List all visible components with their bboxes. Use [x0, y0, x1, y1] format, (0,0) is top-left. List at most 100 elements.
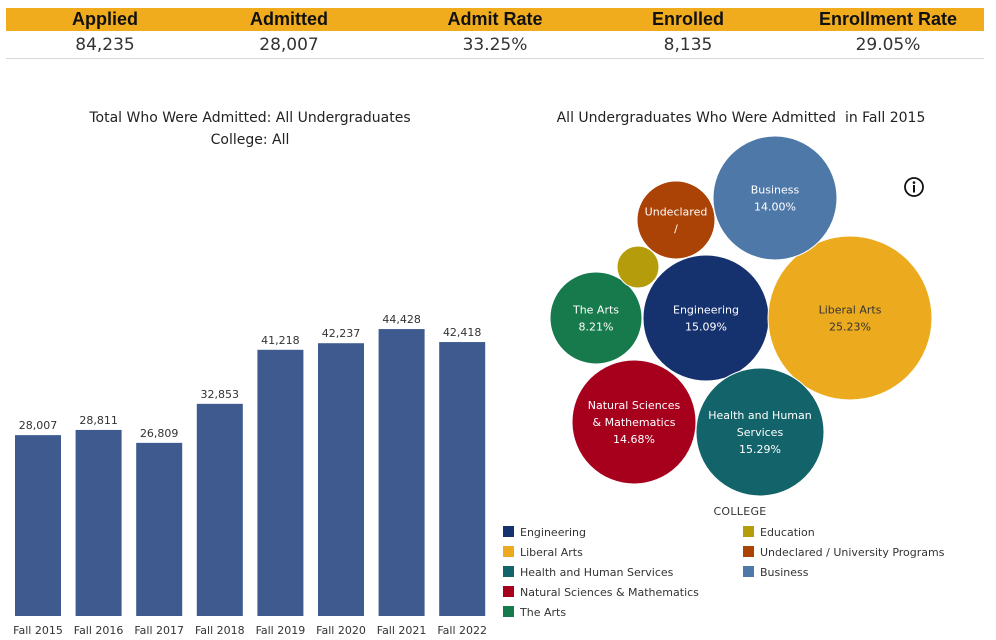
- bubble-circle: [767, 235, 933, 401]
- kpi-enrollment-rate-value: 29.05%: [855, 35, 921, 55]
- bar-chart-subtitle: College: All: [210, 132, 290, 148]
- x-tick-label: Fall 2018: [195, 624, 245, 637]
- bubble-label: Health and Human: [708, 409, 812, 422]
- x-tick-label: Fall 2022: [437, 624, 487, 637]
- bubble-circle: [695, 367, 825, 497]
- bubble-circle: [549, 271, 643, 365]
- bubble-circle: [616, 245, 660, 289]
- bar-fall-2020[interactable]: [318, 343, 364, 616]
- kpi-enrollment-rate-label: Enrollment Rate: [818, 9, 958, 29]
- bubble-label: Services: [737, 426, 784, 439]
- bubble-label: Liberal Arts: [819, 304, 882, 317]
- legend-title: COLLEGE: [713, 505, 767, 518]
- bar-fall-2018[interactable]: [196, 403, 243, 616]
- bubble-circle: [636, 180, 716, 260]
- bar-value-label: 26,809: [140, 427, 179, 440]
- bar-fall-2016[interactable]: [75, 429, 122, 616]
- bubble-label: 15.29%: [739, 443, 781, 456]
- bar-value-label: 28,007: [19, 419, 58, 432]
- bar-value-label: 28,811: [79, 414, 118, 427]
- admitted-bar-chart: 28,007 Fall 2015 28,811 Fall 2016 26,809 Fall…: [13, 313, 487, 637]
- bar-fall-2021[interactable]: [378, 329, 425, 616]
- info-circle-icon[interactable]: [903, 176, 925, 198]
- bubble-business[interactable]: Business 14.00%: [712, 135, 838, 261]
- legend-label: Engineering: [520, 526, 586, 539]
- legend-swatch: [743, 546, 754, 557]
- kpi-value-row: 84,235 28,007 33.25% 8,135 29.05%: [6, 31, 984, 59]
- bar-fall-2022[interactable]: [439, 342, 486, 616]
- legend-item[interactable]: Business: [743, 565, 809, 581]
- legend-swatch: [503, 606, 514, 617]
- legend-item[interactable]: Liberal Arts: [503, 545, 583, 561]
- bubble-engineering[interactable]: Engineering 15.09%: [642, 254, 770, 382]
- kpi-admitted-value: 28,007: [259, 35, 319, 55]
- x-tick-label: Fall 2017: [134, 624, 184, 637]
- legend-item[interactable]: The Arts: [503, 605, 566, 621]
- bar-fall-2017[interactable]: [136, 442, 183, 616]
- bubble-label: 15.09%: [685, 321, 727, 334]
- legend-swatch: [743, 566, 754, 577]
- kpi-enrolled-label: Enrolled: [651, 9, 724, 29]
- bar-value-label: 44,428: [382, 313, 421, 326]
- bar-value-label: 42,237: [322, 327, 361, 340]
- legend-label: Business: [760, 566, 809, 579]
- legend-swatch: [503, 586, 514, 597]
- bubble-label: /: [674, 223, 678, 236]
- bubble-circle: [712, 135, 838, 261]
- bubble-circle: [571, 359, 697, 485]
- bubble-natural-sciences-mathematics[interactable]: Natural Sciences & Mathematics 14.68%: [571, 359, 697, 485]
- legend-label: Education: [760, 526, 815, 539]
- bar-fall-2015[interactable]: [15, 435, 61, 616]
- legend-label: Natural Sciences & Mathematics: [520, 586, 699, 599]
- kpi-enrolled-value: 8,135: [663, 35, 713, 55]
- bubble-label: Natural Sciences: [588, 399, 681, 412]
- legend-label: Undeclared / University Programs: [760, 546, 945, 559]
- legend-label: Liberal Arts: [520, 546, 583, 559]
- bar-value-label: 32,853: [201, 388, 240, 401]
- bubble-label: & Mathematics: [593, 416, 676, 429]
- legend-item[interactable]: Undeclared / University Programs: [743, 545, 944, 561]
- legend-swatch: [503, 526, 514, 537]
- bubble-label: 8.21%: [579, 321, 614, 334]
- bubble-label: Business: [751, 184, 800, 197]
- bubble-label: 14.68%: [613, 433, 655, 446]
- legend-item[interactable]: Health and Human Services: [503, 565, 673, 581]
- x-tick-label: Fall 2021: [377, 624, 427, 637]
- bar-fall-2019[interactable]: [257, 349, 304, 616]
- bubble-education[interactable]: [616, 245, 660, 289]
- bubble-undeclared-university-programs[interactable]: Undeclared /: [636, 180, 716, 260]
- bar-value-label: 41,218: [261, 334, 300, 347]
- legend-label: The Arts: [520, 606, 567, 619]
- bar-chart-title-block: Total Who Were Admitted: All Undergradua…: [30, 107, 470, 151]
- bubble-chart-title: All Undergraduates Who Were Admitted in …: [556, 110, 926, 126]
- bubble-label: 25.23%: [829, 321, 871, 334]
- bubble-label: 14.00%: [754, 201, 796, 214]
- kpi-summary: Applied Admitted Admit Rate Enrolled Enr…: [6, 8, 984, 60]
- x-tick-label: Fall 2019: [256, 624, 306, 637]
- bar-chart-title: Total Who Were Admitted: All Undergradua…: [89, 110, 411, 126]
- legend-swatch: [503, 546, 514, 557]
- legend-label: Health and Human Services: [520, 566, 674, 579]
- kpi-admit-rate-value: 33.25%: [462, 35, 528, 55]
- legend-item[interactable]: Natural Sciences & Mathematics: [503, 585, 699, 601]
- bar-value-label: 42,418: [443, 326, 482, 339]
- kpi-admit-rate-label: Admit Rate: [447, 9, 543, 29]
- legend-item[interactable]: Education: [743, 525, 815, 541]
- bubble-label: Engineering: [673, 304, 739, 317]
- kpi-admitted-label: Admitted: [250, 9, 328, 29]
- bubble-the-arts[interactable]: The Arts 8.21%: [549, 271, 643, 365]
- x-tick-label: Fall 2020: [316, 624, 366, 637]
- bubble-liberal-arts[interactable]: Liberal Arts 25.23%: [767, 235, 933, 401]
- college-bubble-chart: Engineering 15.09% Liberal Arts 25.23% Healt…: [549, 135, 933, 497]
- x-tick-label: Fall 2016: [74, 624, 124, 637]
- bubble-health-and-human-services[interactable]: Health and Human Services 15.29%: [695, 367, 825, 497]
- kpi-label-row: Applied Admitted Admit Rate Enrolled Enr…: [6, 8, 984, 31]
- bubble-label: The Arts: [572, 304, 619, 317]
- x-tick-label: Fall 2015: [13, 624, 63, 637]
- bubble-circle: [642, 254, 770, 382]
- bubble-label: Undeclared: [645, 206, 708, 219]
- legend-item[interactable]: Engineering: [503, 525, 586, 541]
- kpi-applied-label: Applied: [72, 9, 138, 29]
- legend-swatch: [503, 566, 514, 577]
- legend-swatch: [743, 526, 754, 537]
